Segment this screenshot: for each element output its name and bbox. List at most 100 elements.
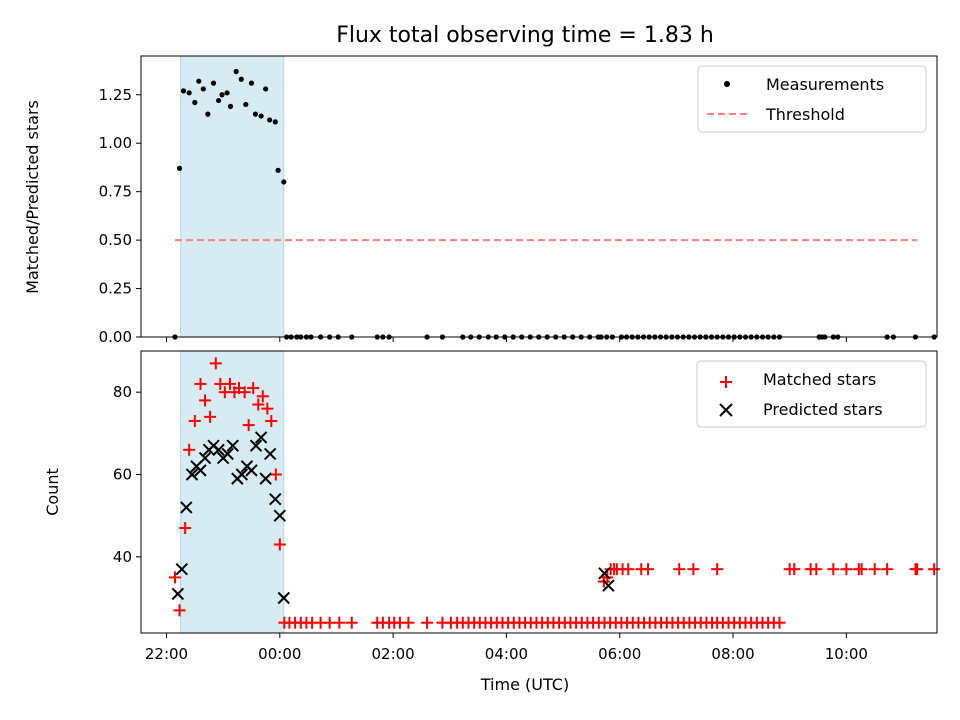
measurement-point: [210, 80, 217, 86]
matched-point: [711, 563, 724, 576]
predicted-point: [254, 431, 268, 444]
matched-point: [402, 616, 415, 629]
figure-title: Flux total observing time = 1.83 h: [336, 23, 714, 48]
measurement-point: [243, 101, 249, 108]
matched-point: [269, 468, 282, 481]
measurement-point: [216, 97, 222, 104]
xtick-label: 00:00: [258, 645, 301, 663]
matched-point: [256, 390, 269, 403]
predicted-point: [598, 567, 611, 580]
legend-matched-marker: [720, 376, 732, 388]
xtick-label: 10:00: [825, 645, 868, 663]
predicted-point: [212, 443, 225, 457]
legend-measurements-marker: [724, 81, 730, 87]
predicted-point: [269, 492, 282, 506]
ytick-label: 1.25: [99, 86, 132, 104]
matched-point: [642, 563, 655, 576]
measurement-point: [196, 78, 202, 84]
measurement-point: [252, 111, 259, 117]
matched-point: [881, 563, 894, 576]
matched-point: [223, 377, 236, 390]
matched-point: [209, 357, 222, 370]
measurement-point: [219, 92, 225, 98]
count-panel-yticks: 40 60 80: [113, 383, 141, 566]
matched-point: [622, 563, 635, 576]
matched-point: [179, 522, 192, 535]
measurement-point: [180, 88, 187, 94]
measurement-point: [224, 90, 230, 96]
matched-point: [840, 563, 853, 576]
matched-point: [173, 604, 186, 617]
legend-measurements-label: Measurements: [766, 75, 884, 94]
predicted-point: [273, 509, 287, 522]
predicted-point: [226, 439, 239, 452]
matched-point: [199, 394, 212, 407]
matched-point: [188, 414, 201, 427]
ratio-panel-ylabel: Matched/Predicted stars: [23, 100, 42, 294]
predicted-point: [198, 451, 212, 465]
count-panel: 40 60 80 22:00 00:00 02:00 04:00 06:00 08:00 10:…: [43, 350, 941, 694]
matched-point: [265, 414, 278, 427]
count-panel-ylabel: Count: [43, 468, 62, 516]
matched-point: [911, 563, 924, 576]
measurement-point: [233, 68, 239, 75]
measurement-points: [172, 68, 937, 340]
predicted-point: [194, 464, 207, 477]
predicted-point: [235, 468, 249, 481]
matched-point: [204, 410, 217, 423]
measurement-point: [258, 113, 264, 119]
measurement-point: [200, 86, 206, 92]
predicted-point: [221, 447, 234, 461]
ytick-label: 0.25: [99, 280, 132, 298]
matched-point: [868, 563, 881, 576]
measurement-point: [227, 103, 234, 109]
predicted-point: [249, 439, 263, 452]
matched-point: [194, 377, 207, 390]
measurement-point: [272, 119, 278, 125]
matched-point: [773, 616, 786, 629]
matched-point: [345, 616, 358, 629]
ytick-label: 0.75: [99, 183, 132, 201]
matched-point: [252, 398, 265, 411]
legend-matched-label: Matched stars: [763, 370, 876, 389]
count-panel-band: [180, 350, 285, 634]
predicted-point: [175, 562, 188, 576]
measurement-point: [205, 111, 211, 117]
predicted-point: [263, 447, 277, 461]
matched-point: [421, 616, 434, 629]
count-panel-frame: [140, 350, 938, 634]
xtick-label: 02:00: [371, 645, 414, 663]
predicted-point: [245, 464, 258, 477]
legend-predicted-marker: [719, 403, 733, 417]
ytick-label: 40: [113, 548, 132, 566]
matched-point: [827, 563, 840, 576]
ratio-panel-band: [180, 55, 285, 338]
matched-point: [855, 563, 868, 576]
matched-point: [928, 563, 941, 576]
matched-point: [247, 382, 260, 395]
matched-point: [687, 563, 700, 576]
measurement-point: [281, 179, 287, 185]
matched-point: [788, 563, 801, 576]
matched-point: [261, 402, 274, 415]
matched-point: [810, 563, 823, 576]
ytick-label: 80: [113, 383, 132, 401]
measurement-point: [192, 99, 198, 106]
measurement-point: [267, 117, 273, 123]
predicted-point: [180, 501, 193, 514]
ratio-panel: 0.00 0.25 0.50 0.75 1.00 1.25 Matched/Predict…: [23, 55, 938, 346]
ratio-panel-legend: Measurements Threshold: [697, 65, 927, 133]
predicted-point: [185, 468, 199, 481]
ytick-label: 1.00: [99, 134, 132, 152]
legend-threshold-label: Threshold: [765, 105, 845, 124]
ytick-label: 60: [113, 466, 132, 484]
measurement-point: [263, 86, 269, 92]
matched-point: [333, 616, 346, 629]
xtick-label: 04:00: [485, 645, 528, 663]
measurement-point: [275, 167, 281, 173]
matched-point: [168, 571, 181, 584]
matched-point: [242, 419, 255, 432]
ytick-label: 0.50: [99, 231, 132, 249]
count-panel-legend: Matched stars Predicted stars: [696, 360, 927, 428]
